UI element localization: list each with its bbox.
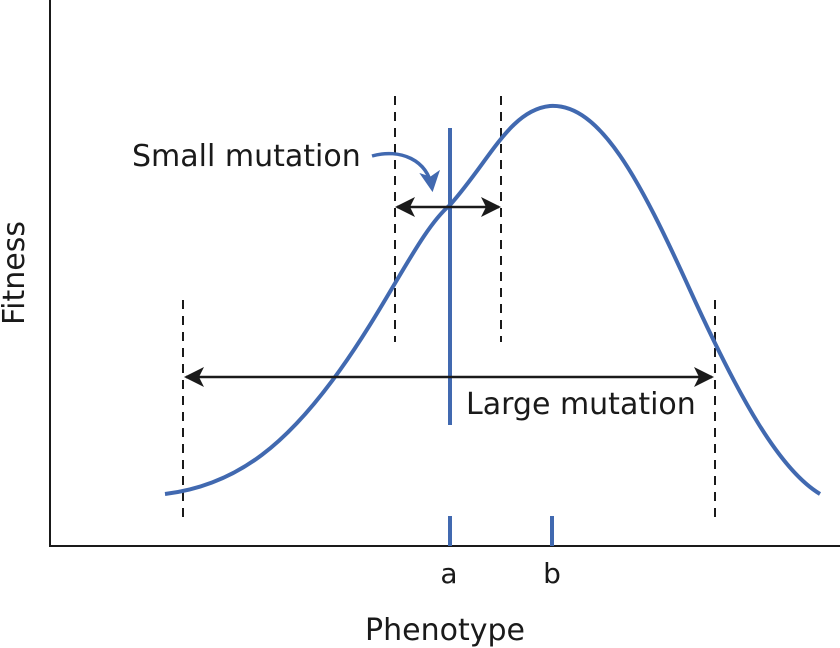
large-mutation-label: Large mutation (466, 387, 696, 422)
fitness-curve (164, 103, 822, 496)
x-axis-label: Phenotype (365, 613, 525, 648)
small-mutation-pointer (371, 151, 441, 193)
large-mutation-bounds (182, 300, 716, 520)
y-axis-label: Fitness (0, 221, 32, 325)
marker-a-label: a (440, 557, 457, 590)
marker-b-label: b (543, 557, 561, 590)
small-mutation-label: Small mutation (132, 139, 361, 174)
